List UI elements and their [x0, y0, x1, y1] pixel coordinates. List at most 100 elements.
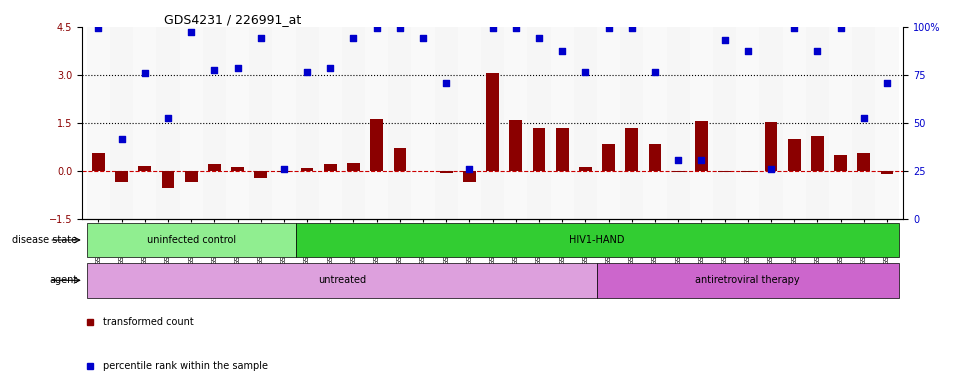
Bar	[180, 27, 203, 219]
Bar	[342, 27, 365, 219]
Point	[253, 35, 269, 41]
Bar	[319, 27, 342, 219]
Bar	[597, 27, 620, 219]
Bar	[504, 27, 527, 219]
Bar	[87, 27, 110, 219]
Point	[508, 25, 524, 31]
Bar	[782, 27, 806, 219]
Point	[694, 157, 709, 163]
Bar	[156, 27, 180, 219]
Bar	[811, 136, 824, 171]
Bar	[555, 127, 569, 171]
Point	[276, 166, 292, 172]
Text: percentile rank within the sample: percentile rank within the sample	[102, 361, 268, 371]
Bar	[277, 171, 291, 172]
Bar	[671, 171, 685, 172]
Bar	[231, 167, 243, 171]
Bar	[115, 171, 128, 182]
Point	[462, 166, 477, 172]
Point	[415, 35, 431, 41]
Bar	[713, 27, 736, 219]
Bar	[643, 27, 667, 219]
Bar	[527, 27, 551, 219]
Bar	[185, 171, 197, 182]
Bar	[858, 153, 870, 171]
Bar	[881, 171, 894, 174]
Point	[833, 25, 848, 31]
Point	[647, 69, 663, 75]
Bar	[648, 144, 662, 171]
Point	[763, 166, 779, 172]
Bar	[226, 27, 249, 219]
Point	[717, 36, 732, 43]
Bar	[463, 171, 476, 182]
Bar	[625, 127, 639, 171]
Bar	[388, 27, 412, 219]
Point	[392, 25, 408, 31]
Bar	[87, 223, 296, 257]
Point	[856, 115, 871, 121]
Point	[184, 29, 199, 35]
Point	[160, 115, 176, 121]
Bar	[161, 171, 174, 189]
Bar	[765, 122, 778, 171]
Bar	[788, 139, 801, 171]
Point	[578, 69, 593, 75]
Point	[323, 65, 338, 71]
Point	[740, 48, 755, 54]
Bar	[875, 27, 898, 219]
Point	[485, 25, 500, 31]
Point	[624, 25, 639, 31]
Bar	[324, 164, 337, 171]
Bar	[272, 27, 296, 219]
Text: disease state: disease state	[13, 235, 77, 245]
Point	[114, 136, 129, 142]
Bar	[742, 171, 754, 172]
Bar	[370, 119, 384, 171]
Bar	[532, 127, 546, 171]
Point	[786, 25, 802, 31]
Point	[299, 69, 315, 75]
Point	[369, 25, 384, 31]
Point	[601, 25, 616, 31]
Bar	[690, 27, 713, 219]
Point	[346, 35, 361, 41]
Point	[810, 48, 825, 54]
Bar	[574, 27, 597, 219]
Bar	[440, 171, 453, 174]
Text: antiretroviral therapy: antiretroviral therapy	[696, 275, 800, 285]
Point	[879, 80, 895, 86]
Bar	[435, 27, 458, 219]
Bar	[736, 27, 759, 219]
Text: transformed count: transformed count	[102, 317, 193, 327]
Bar	[208, 164, 220, 171]
Bar	[509, 120, 523, 171]
Bar	[579, 167, 592, 171]
Bar	[759, 27, 782, 219]
Bar	[300, 168, 314, 171]
Point	[207, 67, 222, 73]
Bar	[296, 27, 319, 219]
Bar	[551, 27, 574, 219]
Bar	[486, 73, 499, 171]
Bar	[620, 27, 643, 219]
Bar	[835, 155, 847, 171]
Bar	[138, 166, 151, 171]
Bar	[87, 263, 597, 298]
Bar	[365, 27, 388, 219]
Bar	[458, 27, 481, 219]
Text: HIV1-HAND: HIV1-HAND	[569, 235, 625, 245]
Point	[230, 65, 245, 71]
Bar	[254, 171, 267, 178]
Point	[670, 157, 686, 163]
Bar	[597, 263, 898, 298]
Bar	[110, 27, 133, 219]
Point	[91, 25, 106, 31]
Bar	[829, 27, 852, 219]
Bar	[133, 27, 156, 219]
Point	[531, 35, 547, 41]
Bar	[296, 223, 898, 257]
Bar	[852, 27, 875, 219]
Point	[554, 48, 570, 54]
Bar	[412, 27, 435, 219]
